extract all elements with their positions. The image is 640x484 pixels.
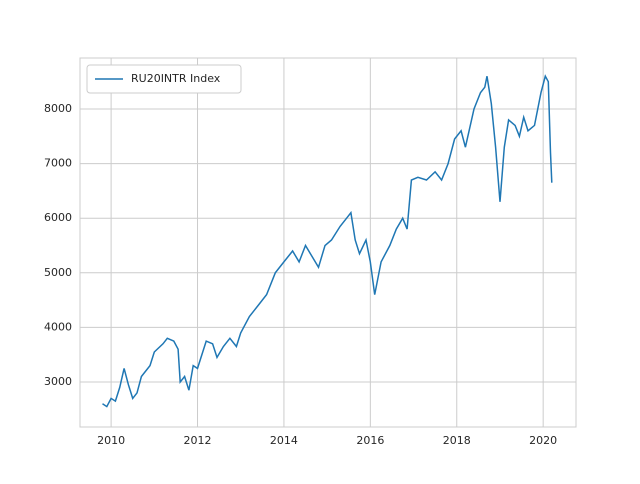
y-tick-label: 8000 (44, 102, 72, 115)
x-tick-label: 2016 (356, 434, 384, 447)
data-line (102, 74, 553, 408)
legend-box (86, 64, 242, 94)
y-tick-label: 7000 (44, 157, 72, 170)
y-tick-label: 6000 (44, 211, 72, 224)
layer: 3000 4000 5000 6000 7000 8000 2010 2012 2014 2016… (44, 58, 576, 447)
x-tick-label: 2010 (97, 434, 125, 447)
y-tick-label: 4000 (44, 320, 72, 333)
y-tick-label: 3000 (44, 375, 72, 388)
x-tick-label: 2014 (270, 434, 298, 447)
x-tick-label: 2018 (443, 434, 471, 447)
legend-label: RU20INTR Index (131, 72, 221, 85)
x-tick-label: 2020 (529, 434, 557, 447)
y-tick-label: 5000 (44, 266, 72, 279)
legend: RU20INTR Index (86, 64, 242, 94)
x-tick-label: 2012 (184, 434, 212, 447)
